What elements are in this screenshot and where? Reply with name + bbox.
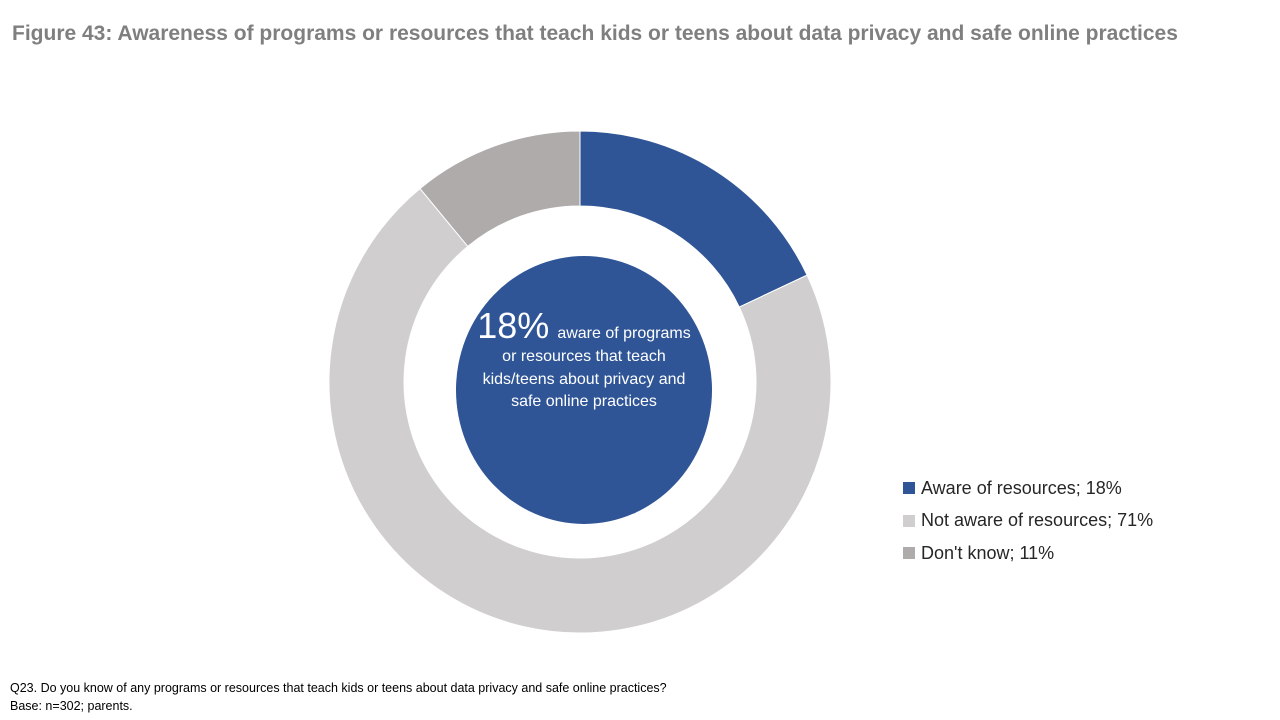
donut-slices (328, 130, 832, 634)
footnote-question: Q23. Do you know of any programs or reso… (10, 681, 667, 695)
footnote-base: Base: n=302; parents. (10, 699, 133, 713)
legend-swatch (903, 482, 915, 495)
legend: Aware of resources; 18% Not aware of reso… (903, 472, 1153, 570)
center-description: aware of programs or resources that teac… (482, 325, 691, 410)
center-disc (456, 256, 712, 524)
legend-item: Aware of resources; 18% (903, 472, 1153, 505)
legend-swatch (903, 547, 915, 560)
legend-label: Don't know; 11% (921, 542, 1055, 563)
center-percentage: 18% (477, 305, 550, 346)
donut-slice-don-t-know (419, 130, 581, 248)
donut-slice-not-aware-of-resources (328, 187, 832, 634)
legend-item: Don't know; 11% (903, 537, 1153, 570)
legend-item: Not aware of resources; 71% (903, 505, 1153, 538)
footnote: Q23. Do you know of any programs or reso… (10, 679, 667, 715)
center-label: 18% aware of programs or resources that t… (476, 306, 692, 414)
chart-title: Figure 43: Awareness of programs or reso… (12, 22, 1178, 45)
legend-label: Not aware of resources; 71% (921, 510, 1154, 531)
legend-swatch (903, 514, 915, 527)
legend-label: Aware of resources; 18% (921, 477, 1122, 498)
